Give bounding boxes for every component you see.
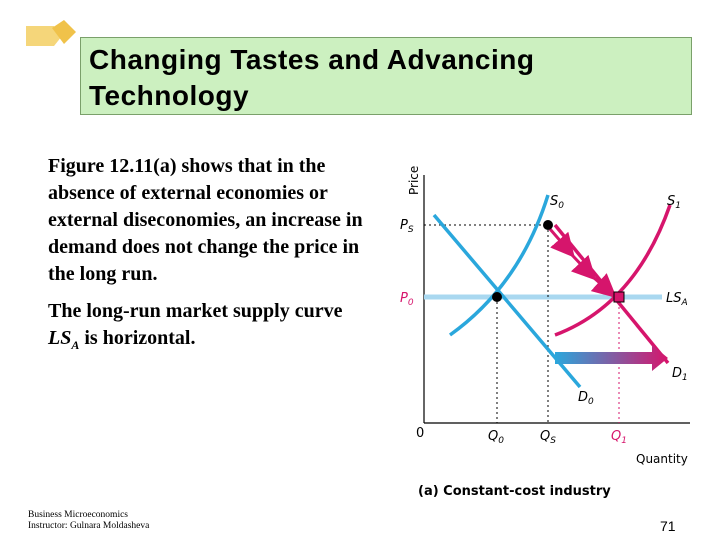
qs-label: QS [540,429,556,446]
footer-course: Business Microeconomics [28,510,129,520]
footer: Business Microeconomics Instructor: Guln… [28,510,149,532]
adjustment-arrow-3 [590,273,617,298]
title-box: Changing Tastes and Advancing Technology [80,37,692,115]
initial-equilibrium-point [492,292,502,302]
d1-label: D1 [672,366,688,383]
paragraph-1: Figure 12.11(a) shows that in the absenc… [48,155,363,285]
diagram-caption: (a) Constant-cost industry [418,484,611,499]
footer-instructor: Instructor: Gulnara Moldasheva [28,521,150,531]
adjustment-arrow-1 [548,228,575,258]
paragraph-2-start: The long-run market supply curve [48,300,343,322]
origin-label: 0 [416,426,424,441]
short-run-equilibrium-point [543,220,553,230]
supply-curve-s0 [448,194,550,337]
slide-title: Changing Tastes and Advancing Technology [89,44,535,111]
q1-label: Q1 [611,429,627,446]
new-long-run-equilibrium-point [613,291,625,303]
x-axis-label: Quantity [636,452,688,466]
ls-curve-label: LSA [666,291,688,308]
supply-demand-diagram: Price Quantity 0 S0 S1 LSA D1 D0 PS P0 Q… [400,166,690,499]
ps-label: PS [400,218,414,235]
paragraph-2-end: is horizontal. [79,327,196,349]
page-number: 71 [660,518,676,534]
ls-subscript: A [71,338,80,352]
paragraph-2: The long-run market supply curve LSA is … [48,298,368,359]
supply-curve-s1 [554,204,672,337]
s0-label: S0 [550,194,564,211]
y-axis-label: Price [407,166,421,195]
p0-label: P0 [400,291,414,308]
slide-decoration-icon [26,20,76,46]
ls-label: LS [48,327,72,349]
adjustment-arrow-2 [570,253,597,281]
demand-shift-arrow [555,345,668,371]
d0-label: D0 [578,390,594,407]
s1-label: S1 [667,194,681,211]
q0-label: Q0 [488,429,504,446]
body-text: Figure 12.11(a) shows that in the absenc… [48,153,368,369]
